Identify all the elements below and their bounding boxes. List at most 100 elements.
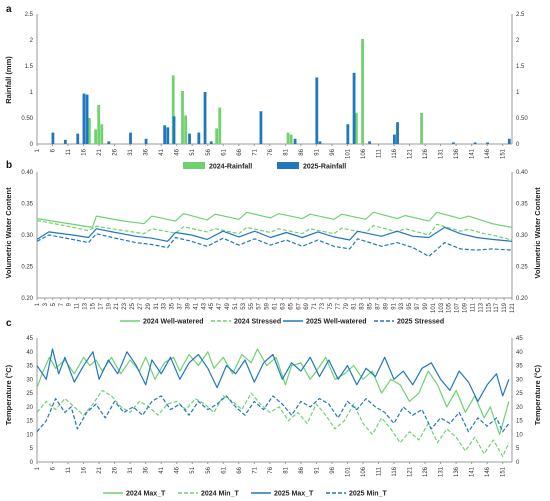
panel-c-ytick-label-left: 30 xyxy=(26,377,33,383)
panel-b-xtick-label: 27 xyxy=(138,302,144,309)
panel-c-xtick-label: 11 xyxy=(66,466,72,473)
panel-a-xtick-label: 26 xyxy=(113,148,119,155)
panel-c-xtick-label: 41 xyxy=(159,466,165,473)
bar-2024-rainfall xyxy=(97,105,101,144)
panel-c-xtick-label: 116 xyxy=(392,466,398,476)
panel-b-xtick-label: 87 xyxy=(375,302,381,309)
panel-a-ytick-label-right: 2.5 xyxy=(516,12,525,18)
panel-c-ylabel-left: Temperature (°C) xyxy=(4,364,13,425)
bar-2025-rainfall xyxy=(368,141,371,144)
panel-b-ytick-label-left: 0.20 xyxy=(21,296,33,302)
bar-2025-rainfall xyxy=(172,116,176,144)
panel-c-ytick-label-left: 0 xyxy=(30,460,34,466)
panel-c-xtick-label: 6 xyxy=(51,466,57,470)
bar-2024-rainfall xyxy=(354,112,358,144)
panel-b-xtick-label: 85 xyxy=(368,302,374,309)
bar-2025-rainfall xyxy=(293,138,297,144)
panel-b-xtick-label: 45 xyxy=(209,302,215,309)
bar-2025-rainfall xyxy=(51,132,55,144)
panel-b-ylabel-right: Volumetric Water Content xyxy=(533,187,542,279)
panel-b-xtick-label: 99 xyxy=(423,302,429,309)
panel-b-xtick-label: 79 xyxy=(344,302,350,309)
panel-b-xtick-label: 33 xyxy=(162,302,168,309)
panel-b-xtick-label: 93 xyxy=(399,302,405,309)
panel-b-ytick-label-left: 0.35 xyxy=(21,202,33,208)
legend-label-2025-rainfall: 2025-Rainfall xyxy=(303,164,346,171)
bar-2025-rainfall xyxy=(129,132,132,144)
panel-label-c: c xyxy=(6,318,12,329)
panel-c-ytick-label-left: 20 xyxy=(26,405,33,411)
panel-c-ytick-label-right: 10 xyxy=(516,432,523,438)
panel-a-xtick-label: 101 xyxy=(345,148,351,159)
panel-c-xtick-label: 56 xyxy=(206,466,212,473)
panel-a-xtick-label: 11 xyxy=(66,148,72,155)
panel-c-ytick-label-right: 30 xyxy=(516,377,523,383)
panel-b-xtick-label: 17 xyxy=(98,302,104,309)
panel-b-xtick-label: 49 xyxy=(225,302,231,309)
panel-a-xtick-label: 46 xyxy=(175,148,181,155)
panel-c-xtick-label: 71 xyxy=(252,466,258,473)
panel-c-xtick-label: 16 xyxy=(82,466,88,473)
panel-b-ytick-label-left: 0.30 xyxy=(21,233,33,239)
panel-b-xtick-label: 109 xyxy=(463,302,469,313)
legend-swatch-2024-rainfall xyxy=(183,162,205,169)
panel-a-xtick-label: 66 xyxy=(237,148,243,155)
panel-b-xtick-label: 31 xyxy=(154,302,160,309)
bar-2025-rainfall xyxy=(76,133,80,144)
bar-2025-rainfall xyxy=(259,111,263,144)
bar-2024-rainfall xyxy=(218,107,222,144)
legend-label-2025-min-t: 2025 Min_T xyxy=(349,491,387,498)
bar-2025-rainfall xyxy=(352,72,356,144)
bar-2025-rainfall xyxy=(107,141,111,144)
panel-a-xtick-label: 146 xyxy=(485,148,491,159)
panel-a-xtick-label: 16 xyxy=(82,148,88,155)
bar-2025-rainfall xyxy=(144,138,148,144)
panel-c-ytick-label-right: 15 xyxy=(516,419,523,425)
panel-b-xtick-label: 97 xyxy=(415,302,421,309)
panel-a-ytick-label-right: 1 xyxy=(516,90,520,96)
panel-b-xtick-label: 67 xyxy=(296,302,302,309)
bar-2024-rainfall xyxy=(215,128,219,144)
panel-a-xtick-label: 86 xyxy=(299,148,305,155)
bar-2025-rainfall xyxy=(188,133,191,144)
bar-2024-rainfall xyxy=(100,124,104,144)
bar-2025-rainfall xyxy=(507,138,511,144)
bar-2025-rainfall xyxy=(63,139,67,144)
bar-2024-rainfall xyxy=(420,112,423,144)
panel-c-xtick-label: 61 xyxy=(221,466,227,473)
legend-label-2024-min-t: 2024 Min_T xyxy=(201,491,239,498)
panel-a-ytick-label-right: 2 xyxy=(516,38,520,44)
panel-c-xtick-label: 121 xyxy=(408,466,414,477)
panel-a-ytick-label-left: 2.5 xyxy=(25,12,34,18)
panel-c-xtick-label: 76 xyxy=(268,466,274,473)
panel-b-xtick-label: 37 xyxy=(178,302,184,309)
panel-b-xtick-label: 61 xyxy=(273,302,279,309)
panel-b-xtick-label: 119 xyxy=(502,302,508,312)
panel-a-xtick-label: 151 xyxy=(501,148,507,159)
panel-a-xtick-label: 51 xyxy=(190,148,196,155)
panel-b-water-content-chart: 0.20 0.20 0.25 0.25 0.30 0.30 0.35 0.35 0.40 0.40… xyxy=(21,170,528,313)
panel-a-rainfall-chart: 0 00.50 0.501 11.5 1.52 22.5 2.51 6 11 16 21 26 31 36… xyxy=(21,12,528,159)
panel-a-xtick-label: 106 xyxy=(361,148,367,159)
panel-c-xtick-label: 31 xyxy=(128,466,134,473)
panel-b-xtick-label: 25 xyxy=(130,302,136,309)
panel-a-xtick-label: 6 xyxy=(51,148,57,152)
panel-c-xtick-label: 151 xyxy=(501,466,507,477)
bar-2025-rainfall xyxy=(209,141,213,144)
panel-b-xtick-label: 19 xyxy=(106,302,112,309)
panel-b-xtick-label: 15 xyxy=(90,302,96,309)
bar-2025-rainfall xyxy=(396,122,399,144)
panel-b-xtick-label: 101 xyxy=(431,302,437,313)
panel-b-xtick-label: 55 xyxy=(249,302,255,309)
panel-a-xtick-label: 61 xyxy=(221,148,227,155)
panel-b-xtick-label: 81 xyxy=(352,302,358,309)
panel-b-xtick-label: 89 xyxy=(383,302,389,309)
panel-c-xtick-label: 111 xyxy=(377,466,383,476)
bar-2025-rainfall xyxy=(318,141,322,144)
panel-b-xtick-label: 91 xyxy=(391,302,397,309)
panel-c-xtick-label: 146 xyxy=(485,466,491,477)
panel-a-xtick-label: 81 xyxy=(283,148,289,155)
panel-c-xtick-label: 1 xyxy=(35,466,41,470)
